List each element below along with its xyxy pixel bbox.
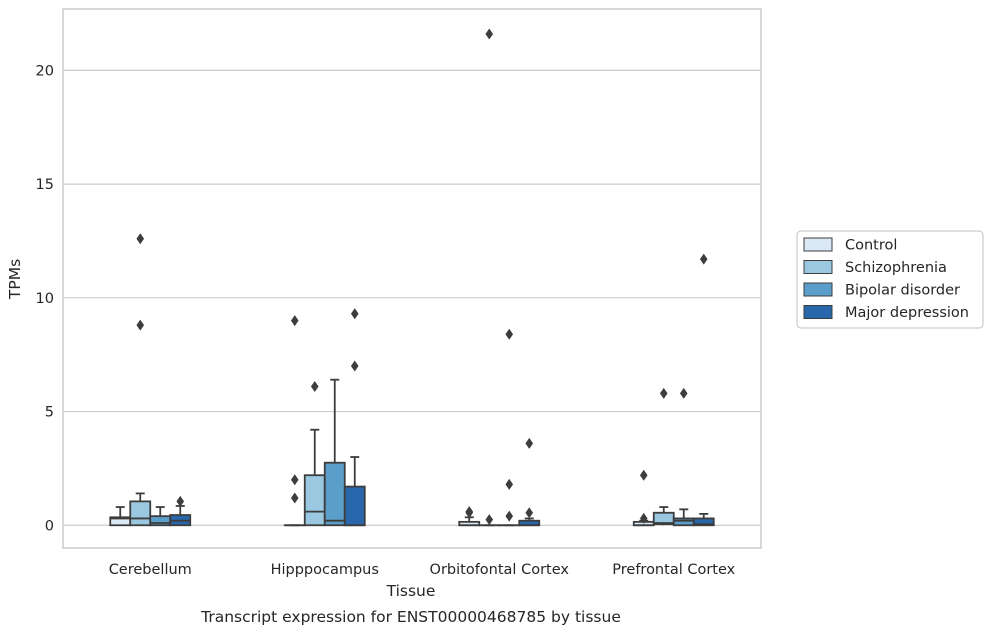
chart-caption: Transcript expression for ENST0000046878…	[200, 608, 621, 626]
y-tick-label: 10	[36, 291, 54, 307]
outlier-point	[485, 514, 494, 526]
y-tick-label: 0	[45, 518, 54, 534]
legend-swatch	[803, 260, 833, 274]
legend-swatch	[803, 237, 833, 252]
y-tick-label: 20	[36, 63, 54, 79]
box-0-3	[169, 495, 192, 527]
box-1-1	[303, 381, 326, 527]
legend-label: Major depression	[845, 305, 969, 321]
box-iqr	[149, 515, 172, 527]
outlier-point	[639, 512, 648, 524]
x-tick-label: Cerebellum	[109, 562, 192, 578]
box-iqr	[343, 485, 366, 527]
gridlines	[63, 69, 761, 526]
tick-labels: 0 5 10 15 20 Cerebellum Hipppocampus Orbitofont…	[36, 63, 736, 578]
outlier-point	[505, 328, 514, 340]
outlier-point	[485, 28, 494, 40]
box-3-2	[672, 387, 695, 527]
legend-label: Control	[845, 238, 897, 254]
outlier-point	[350, 308, 359, 320]
legend-frame	[796, 230, 984, 329]
outlier-point	[290, 474, 299, 486]
legend: Control Schizophrenia Bipolar disorder Majo…	[796, 230, 984, 329]
outlier-point	[639, 469, 648, 481]
box-1-2	[323, 378, 346, 527]
outlier-point	[310, 381, 319, 393]
box-0-0	[109, 506, 132, 527]
box-2-0	[458, 506, 481, 527]
box-2-3	[518, 437, 541, 527]
outlier-point	[350, 360, 359, 372]
box-iqr	[303, 474, 326, 527]
box-0-2	[149, 506, 172, 527]
x-tick-label: Orbitofontal Cortex	[430, 562, 570, 578]
plot-frame	[62, 8, 762, 549]
outlier-point	[659, 387, 668, 399]
x-axis-label: Tissue	[386, 582, 436, 600]
x-tick-label: Prefrontal Cortex	[612, 562, 735, 578]
outlier-point	[136, 233, 145, 245]
legend-label: Bipolar disorder	[845, 283, 960, 299]
box-iqr	[323, 461, 346, 527]
outlier-point	[505, 510, 514, 522]
box-0-1	[129, 233, 152, 527]
outlier-point	[699, 253, 708, 265]
y-tick-label: 5	[45, 405, 54, 421]
y-axis-label: TPMs	[6, 259, 24, 300]
box-1-3	[343, 308, 366, 527]
legend-label: Schizophrenia	[845, 260, 947, 276]
box-iqr	[672, 517, 695, 527]
box-3-1	[652, 387, 675, 526]
boxes	[109, 28, 715, 527]
outlier-point	[525, 507, 534, 519]
legend-swatch	[803, 305, 833, 319]
box-3-0	[632, 469, 655, 527]
outlier-point	[290, 315, 299, 327]
outlier-point	[679, 387, 688, 399]
outlier-point	[525, 437, 534, 449]
box-3-3	[692, 253, 715, 527]
box-2-1	[478, 28, 501, 527]
box-iqr	[692, 517, 715, 527]
box-2-2	[498, 328, 521, 527]
box-iqr	[129, 500, 152, 527]
x-tick-label: Hipppocampus	[271, 562, 379, 578]
y-tick-label: 15	[36, 177, 54, 193]
outlier-point	[505, 478, 514, 490]
outlier-point	[465, 507, 474, 519]
outlier-point	[176, 495, 185, 507]
box-1-0	[283, 315, 306, 527]
outlier-point	[136, 319, 145, 331]
outlier-point	[290, 492, 299, 504]
legend-swatch	[803, 282, 833, 297]
